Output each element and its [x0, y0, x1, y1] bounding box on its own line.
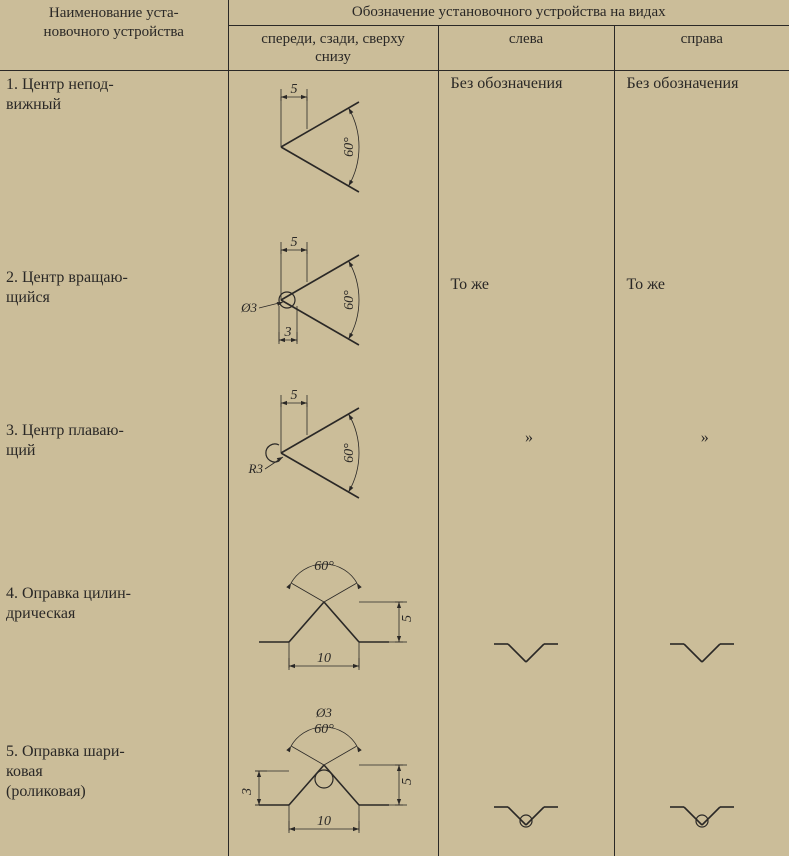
svg-text:60°: 60° [314, 722, 334, 737]
header-sub-right: справа [614, 26, 789, 71]
fixture-name: 4. Оправка цилин-дрическая [0, 530, 228, 693]
svg-text:Ø3: Ø3 [240, 300, 257, 315]
header-name-text: Наименование уста-новочного устройства [44, 5, 184, 40]
svg-text:5: 5 [290, 82, 297, 97]
svg-text:5: 5 [290, 235, 297, 250]
right-view-cell [614, 693, 789, 856]
svg-text:5: 5 [400, 778, 415, 785]
fixture-name: 3. Центр плаваю-щий [0, 377, 228, 530]
table-row: 5. Оправка шари-ковая(роликовая) 60° 10 5 Ø3… [0, 693, 789, 856]
fixture-designation-table: Наименование уста-новочного устройства О… [0, 0, 789, 856]
right-view-cell: » [614, 377, 789, 530]
front-view-diagram: 60° 10 5 Ø3 3 [228, 693, 438, 856]
svg-text:60°: 60° [342, 137, 357, 157]
svg-text:5: 5 [290, 388, 297, 403]
header-name-col: Наименование уста-новочного устройства [0, 0, 228, 71]
table-body: 1. Центр непод-вижный 5 60° Без обозначения… [0, 71, 789, 856]
front-view-diagram: 60° 10 5 [228, 530, 438, 693]
table-row: 1. Центр непод-вижный 5 60° Без обозначения… [0, 71, 789, 224]
left-view-cell: Без обозначения [438, 71, 614, 224]
header-sub-right-text: справа [681, 31, 723, 47]
header-sub-left-text: слева [509, 31, 543, 47]
front-view-diagram: 5 60° [228, 71, 438, 224]
svg-text:60°: 60° [342, 443, 357, 463]
svg-text:10: 10 [317, 814, 331, 829]
svg-text:3: 3 [283, 325, 291, 340]
svg-text:60°: 60° [342, 290, 357, 310]
front-view-diagram: 5 Ø3 3 60° [228, 224, 438, 377]
header-sub-left: слева [438, 26, 614, 71]
left-view-cell [438, 530, 614, 693]
svg-text:R3: R3 [247, 461, 263, 476]
svg-text:60°: 60° [314, 559, 334, 574]
header-sub-front: спереди, сзади, сверхуснизу [228, 26, 438, 71]
header-sub-front-text: спереди, сзади, сверхуснизу [261, 31, 404, 65]
right-view-cell: То же [614, 224, 789, 377]
svg-text:10: 10 [317, 651, 331, 666]
left-view-cell: То же [438, 224, 614, 377]
svg-text:3: 3 [240, 788, 255, 796]
table-row: 3. Центр плаваю-щий 5 R3 60° »» [0, 377, 789, 530]
fixture-name: 2. Центр вращаю-щийся [0, 224, 228, 377]
right-view-cell: Без обозначения [614, 71, 789, 224]
svg-text:5: 5 [400, 615, 415, 622]
right-view-cell [614, 530, 789, 693]
left-view-cell [438, 693, 614, 856]
table-row: 4. Оправка цилин-дрическая 60° 10 5 [0, 530, 789, 693]
table-row: 2. Центр вращаю-щийся 5 Ø3 3 60° То жеТо же [0, 224, 789, 377]
header-group-text: Обозначение установочного устройства на … [352, 4, 666, 20]
svg-text:Ø3: Ø3 [315, 705, 332, 720]
header-group: Обозначение установочного устройства на … [228, 0, 789, 26]
front-view-diagram: 5 R3 60° [228, 377, 438, 530]
left-view-cell: » [438, 377, 614, 530]
fixture-name: 1. Центр непод-вижный [0, 71, 228, 224]
fixture-name: 5. Оправка шари-ковая(роликовая) [0, 693, 228, 856]
